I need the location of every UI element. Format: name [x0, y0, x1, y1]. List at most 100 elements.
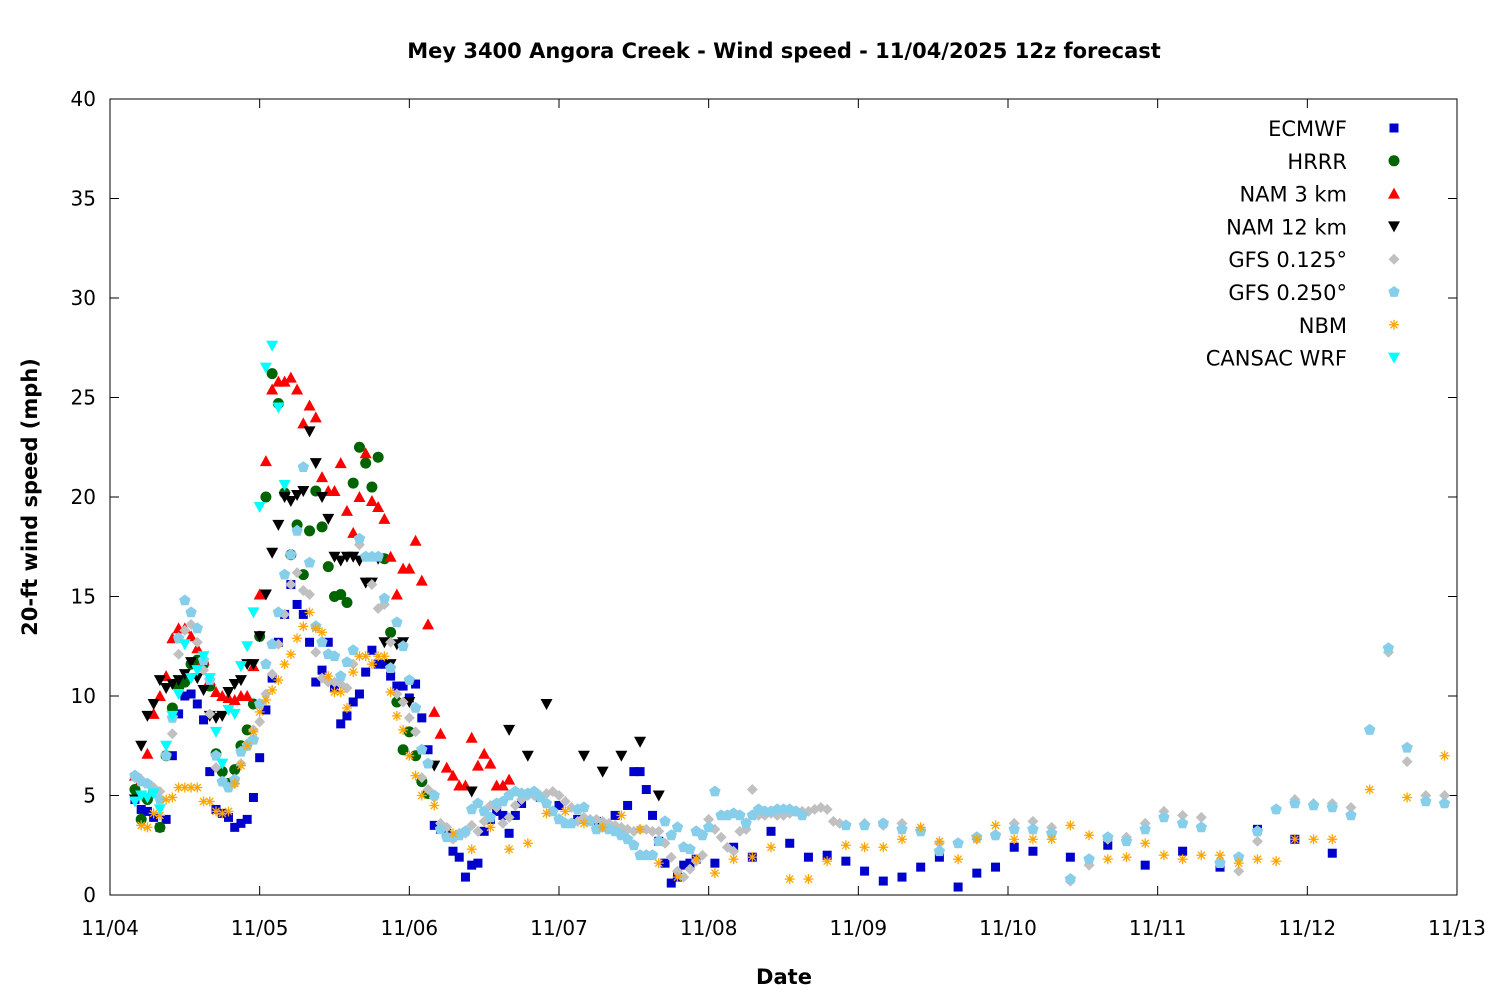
data-point	[317, 665, 327, 675]
data-point	[185, 630, 198, 642]
data-point	[228, 708, 241, 720]
data-point	[353, 441, 365, 453]
data-point	[210, 726, 223, 738]
data-point	[822, 850, 832, 860]
data-point	[142, 806, 152, 816]
data-point	[504, 844, 515, 855]
data-point	[254, 716, 266, 728]
data-point	[416, 743, 428, 755]
data-point	[228, 693, 241, 705]
data-point	[248, 726, 259, 737]
data-point	[416, 790, 427, 801]
data-point	[347, 644, 359, 656]
data-point	[366, 659, 377, 670]
data-point	[897, 872, 907, 882]
data-point	[366, 481, 378, 493]
data-point	[1196, 850, 1207, 861]
data-point	[273, 675, 284, 686]
data-point	[234, 675, 247, 687]
plot-frame	[109, 98, 1458, 896]
data-point	[336, 719, 346, 729]
data-point	[429, 820, 439, 830]
data-point	[210, 762, 222, 774]
data-point	[247, 607, 260, 619]
data-point	[1102, 831, 1114, 843]
data-point	[392, 681, 402, 691]
data-point	[841, 856, 851, 866]
series-nbm	[136, 607, 1450, 885]
data-point	[267, 685, 278, 696]
data-point	[303, 426, 316, 438]
data-point	[328, 551, 341, 563]
data-point	[1364, 784, 1375, 795]
data-point	[328, 485, 341, 497]
legend-label: NAM 12 km	[1226, 215, 1347, 239]
data-point	[1252, 854, 1263, 865]
data-point	[822, 856, 833, 867]
data-point	[1027, 815, 1039, 827]
data-point	[372, 550, 384, 562]
data-point	[253, 501, 266, 513]
data-point	[384, 662, 397, 673]
data-point	[304, 607, 315, 618]
legend-marker	[1388, 187, 1400, 199]
data-point	[803, 874, 814, 885]
data-point	[1402, 792, 1413, 803]
data-point	[504, 828, 514, 838]
data-point	[1176, 817, 1189, 829]
data-point	[236, 818, 246, 828]
data-point	[153, 690, 166, 701]
data-point	[179, 782, 190, 793]
data-point	[241, 641, 254, 653]
legend-label: GFS 0.250°	[1228, 281, 1347, 305]
data-point	[596, 766, 609, 778]
data-point	[467, 860, 477, 870]
data-point	[309, 458, 322, 470]
legend-label: ECMWF	[1268, 117, 1347, 141]
data-point	[179, 624, 191, 636]
data-point	[709, 868, 720, 879]
data-point	[1345, 809, 1357, 821]
data-point	[185, 673, 198, 685]
data-point	[360, 457, 372, 469]
data-point	[403, 674, 415, 685]
data-point	[991, 862, 1001, 872]
data-point	[821, 803, 833, 815]
data-point	[1307, 799, 1320, 811]
data-point	[348, 667, 359, 678]
data-point	[404, 750, 415, 761]
data-point	[160, 740, 173, 752]
series-nam-12-km	[128, 426, 665, 806]
y-tick-label: 5	[83, 784, 96, 808]
data-point	[1046, 834, 1057, 845]
data-point	[416, 772, 428, 784]
data-point	[859, 842, 870, 853]
data-point	[528, 785, 540, 797]
data-point	[635, 767, 645, 777]
data-point	[254, 706, 265, 717]
data-point	[384, 550, 397, 562]
data-point	[578, 801, 590, 813]
data-point	[628, 839, 640, 851]
data-point	[1271, 856, 1282, 867]
data-point	[691, 854, 702, 865]
data-point	[391, 616, 403, 628]
data-point	[353, 532, 366, 544]
data-point	[247, 659, 260, 671]
data-point	[440, 761, 453, 773]
data-point	[428, 705, 441, 717]
data-point	[185, 657, 198, 669]
legend-label: NAM 3 km	[1239, 183, 1347, 207]
data-point	[1065, 852, 1075, 862]
data-point	[141, 747, 154, 759]
legend-marker	[1388, 221, 1400, 233]
data-point	[173, 648, 185, 660]
data-point	[204, 708, 216, 720]
data-point	[484, 757, 497, 769]
data-point	[728, 854, 739, 865]
data-point	[553, 790, 565, 801]
data-point	[409, 701, 422, 713]
data-point	[1438, 797, 1451, 809]
data-point	[334, 555, 347, 567]
data-point	[521, 750, 534, 762]
